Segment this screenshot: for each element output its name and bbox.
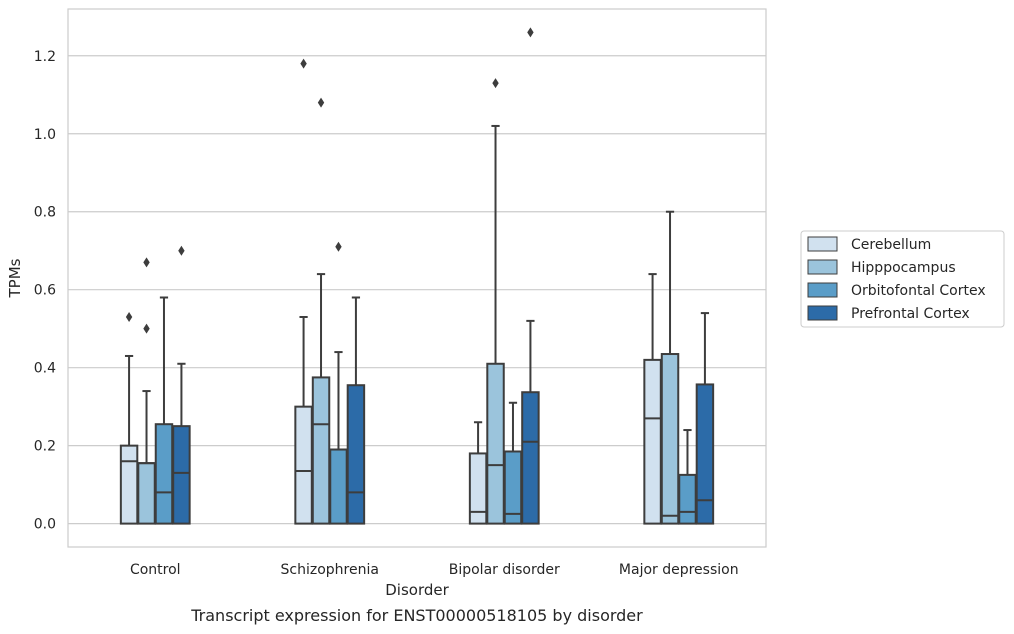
box-rect xyxy=(172,425,191,525)
boxplot-chart: 0.0 0.2 0.4 0.6 0.8 1.0 1.2 Control Schizophren… xyxy=(6,8,1005,599)
outlier-point xyxy=(317,97,325,108)
figure-caption: Transcript expression for ENST0000051810… xyxy=(191,606,643,625)
legend-label: Prefrontal Cortex xyxy=(851,306,970,322)
y-tick-label: 0.0 xyxy=(34,517,56,533)
box-rect xyxy=(678,473,697,525)
box-1-3 xyxy=(346,296,366,525)
y-tick-label: 0.8 xyxy=(34,205,56,221)
box-2-3 xyxy=(521,27,540,525)
outlier-point xyxy=(178,245,185,256)
y-axis-label: TPMs xyxy=(6,258,24,298)
box-rect xyxy=(137,462,156,525)
x-tick-label: Major depression xyxy=(619,562,739,578)
y-tick-label: 1.0 xyxy=(34,127,56,143)
box-rect xyxy=(294,405,313,525)
box-rect xyxy=(486,362,505,525)
plot-frame xyxy=(67,8,767,548)
box-rect xyxy=(660,353,680,525)
x-axis-label: Disorder xyxy=(385,581,449,599)
legend-label: Orbitofontal Cortex xyxy=(851,283,986,299)
box-rect xyxy=(346,384,366,525)
box-0-1 xyxy=(137,257,156,525)
legend: Cerebellum Hipppocampus Orbitofontal Corte… xyxy=(800,230,1005,328)
y-tick-label: 0.2 xyxy=(34,439,56,455)
legend-swatch xyxy=(807,259,838,275)
box-rect xyxy=(503,450,523,525)
y-tick-label: 0.6 xyxy=(34,283,56,299)
box-0-0 xyxy=(119,311,139,525)
box-rect xyxy=(311,376,331,525)
x-tick-label: Control xyxy=(130,562,181,578)
box-2-2 xyxy=(503,401,523,525)
outlier-point xyxy=(143,323,150,334)
box-rect xyxy=(521,391,540,525)
box-2-0 xyxy=(468,421,488,525)
y-tick-label: 1.2 xyxy=(34,49,56,65)
box-rect xyxy=(329,448,348,525)
outlier-point xyxy=(335,241,342,252)
x-tick-labels: Control Schizophrenia Bipolar disorder Majo… xyxy=(130,562,739,578)
box-3-0 xyxy=(643,273,662,525)
outlier-point xyxy=(527,27,534,38)
box-0-3 xyxy=(172,245,191,525)
x-tick-label: Bipolar disorder xyxy=(449,562,560,578)
box-rect xyxy=(468,452,488,525)
box-rect xyxy=(695,383,715,525)
outlier-point xyxy=(300,58,307,69)
box-3-3 xyxy=(695,312,715,525)
box-rect xyxy=(643,358,662,525)
legend-label: Cerebellum xyxy=(851,237,931,253)
box-rect xyxy=(119,444,139,525)
y-tick-label: 0.4 xyxy=(34,361,56,377)
box-rect xyxy=(154,423,174,525)
box-1-1 xyxy=(311,97,331,525)
box-1-2 xyxy=(329,241,348,525)
box-0-2 xyxy=(154,296,174,525)
outlier-point xyxy=(125,311,133,322)
box-1-0 xyxy=(294,58,313,525)
legend-swatch xyxy=(807,236,838,252)
box-3-1 xyxy=(660,210,680,525)
outlier-point xyxy=(143,257,150,268)
box-groups xyxy=(119,27,715,525)
legend-swatch xyxy=(807,282,838,298)
outlier-point xyxy=(492,78,499,89)
y-tick-labels: 0.0 0.2 0.4 0.6 0.8 1.0 1.2 xyxy=(34,49,56,533)
box-3-2 xyxy=(678,429,697,525)
box-2-1 xyxy=(486,78,505,525)
legend-swatch xyxy=(807,305,838,321)
legend-label: Hipppocampus xyxy=(851,260,956,276)
legend-frame xyxy=(800,230,1005,328)
x-tick-label: Schizophrenia xyxy=(281,562,379,578)
